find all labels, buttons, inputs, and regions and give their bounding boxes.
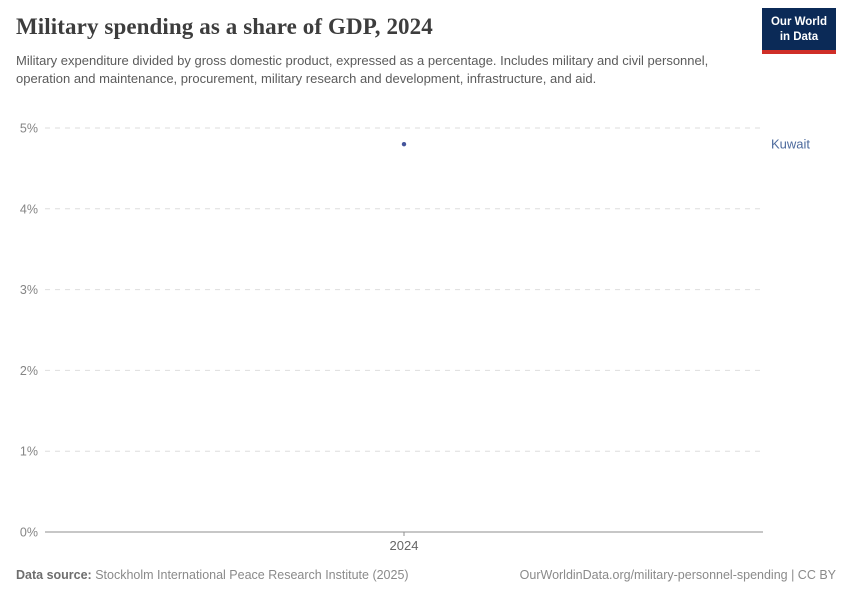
data-source-note: Data source: Stockholm International Pea…: [16, 568, 409, 582]
y-tick-label-5pct: 5%: [20, 122, 38, 136]
y-tick-label-2pct: 2%: [20, 364, 38, 378]
data-source-value: Stockholm International Peace Research I…: [91, 568, 409, 582]
credit-link[interactable]: OurWorldinData.org/military-personnel-sp…: [519, 568, 836, 582]
chart-footer: Data source: Stockholm International Pea…: [16, 568, 836, 582]
page-title: Military spending as a share of GDP, 202…: [16, 14, 433, 39]
owid-logo-line2: in Data: [779, 30, 819, 43]
data-point-kuwait[interactable]: [401, 141, 407, 147]
y-tick-label-0pct: 0%: [20, 526, 38, 540]
y-tick-label-3pct: 3%: [20, 283, 38, 297]
owid-logo[interactable]: Our World in Data: [761, 8, 836, 54]
owid-logo-line1: Our World: [770, 16, 827, 28]
y-tick-label-4pct: 4%: [20, 202, 38, 216]
y-tick-label-1pct: 1%: [20, 445, 38, 459]
scatter-plot: 0% 1% 2% 3% 4% 5% 2024 Kuwait: [20, 122, 810, 554]
entity-label-kuwait[interactable]: Kuwait: [771, 137, 810, 152]
chart-subtitle: Military expenditure divided by gross do…: [16, 53, 709, 87]
x-tick-label: 2024: [390, 538, 419, 553]
data-source-label: Data source:: [16, 568, 92, 582]
